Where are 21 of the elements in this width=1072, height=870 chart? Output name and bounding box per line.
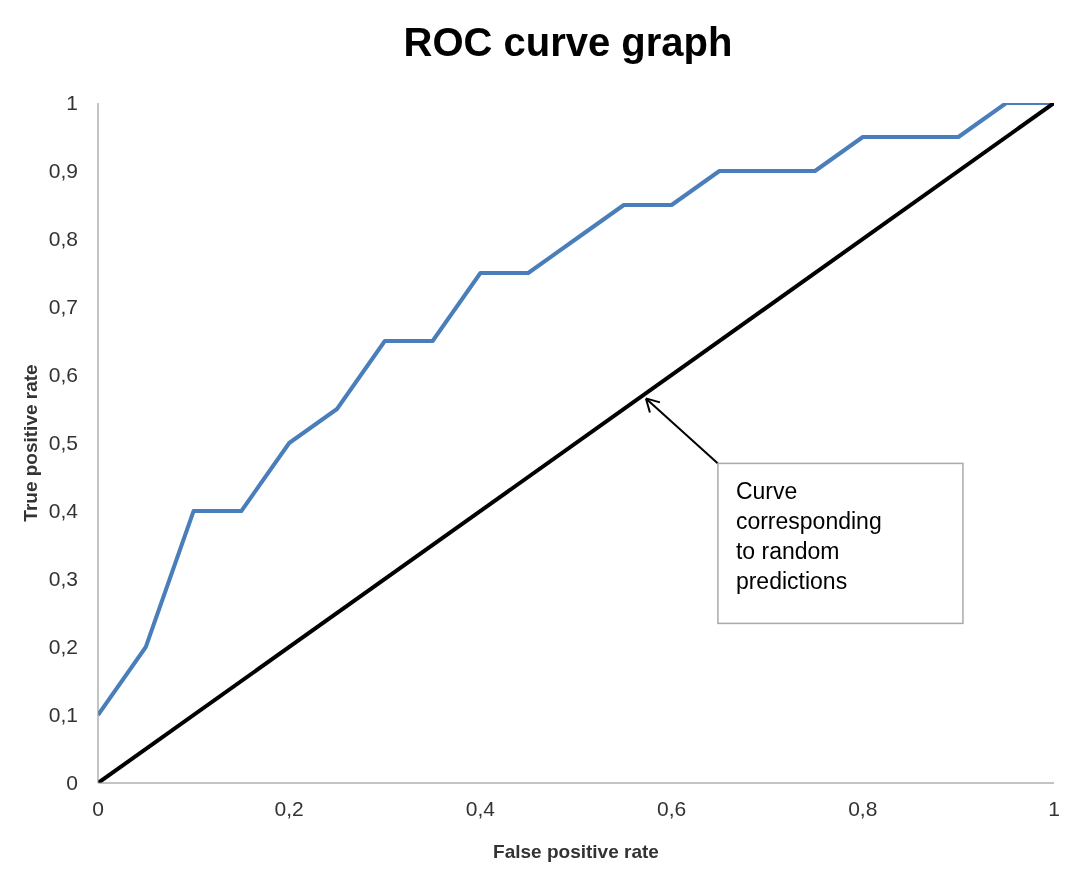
y-tick-label: 0,9 bbox=[48, 159, 78, 183]
y-tick-label: 0,4 bbox=[48, 499, 79, 523]
y-tick-label: 0,2 bbox=[48, 635, 78, 659]
y-axis-title: True positive rate bbox=[19, 364, 41, 522]
x-tick-label: 0,4 bbox=[465, 796, 496, 820]
x-axis-title: False positive rate bbox=[493, 841, 659, 862]
y-tick-label: 0,3 bbox=[48, 567, 78, 591]
x-tick-label: 0,8 bbox=[848, 796, 878, 820]
y-tick-label: 0,8 bbox=[48, 227, 78, 251]
y-tick-label: 0,7 bbox=[48, 295, 78, 319]
y-tick-label: 0 bbox=[66, 771, 78, 795]
y-tick-label: 0,6 bbox=[48, 363, 78, 387]
x-tick-label: 0,6 bbox=[657, 796, 687, 820]
y-tick-label: 0,5 bbox=[48, 431, 78, 455]
chart-title: ROC curve graph bbox=[402, 19, 734, 66]
y-tick-label: 0,1 bbox=[48, 703, 78, 727]
x-tick-label: 0,2 bbox=[274, 796, 304, 820]
y-tick-label: 1 bbox=[66, 91, 78, 115]
x-tick-label: 0 bbox=[92, 796, 104, 820]
x-tick-label: 1 bbox=[1048, 796, 1060, 820]
annotation: Curve corresponding to random predictions bbox=[735, 478, 882, 595]
